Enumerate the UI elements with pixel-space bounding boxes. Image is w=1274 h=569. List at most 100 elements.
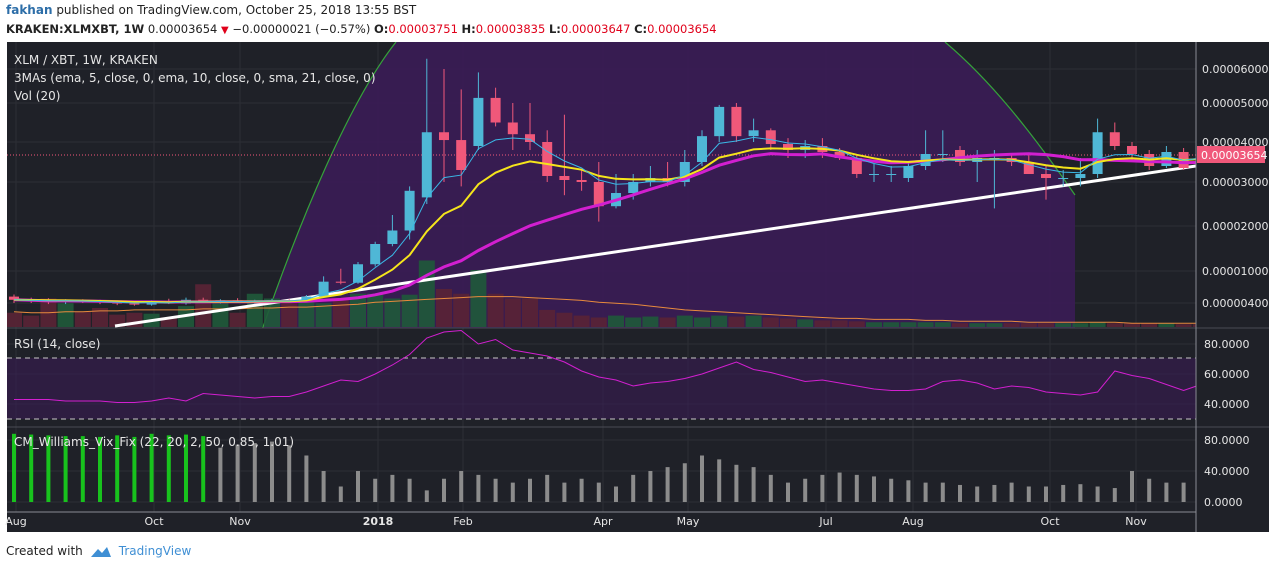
volume-bar [74, 311, 91, 327]
time-tick-label: Oct [1040, 515, 1060, 528]
vix-bar [837, 472, 842, 502]
candle-body [1092, 132, 1103, 174]
candle-body [559, 176, 570, 180]
candle-body [628, 182, 639, 193]
vix-tick-label: 40.0000 [1204, 465, 1250, 478]
vix-bar [287, 445, 292, 502]
vix-bar [459, 471, 464, 502]
candle-body [1023, 162, 1034, 174]
volume-bar [350, 293, 366, 327]
price-pane [7, 42, 1196, 328]
vix-bar [132, 436, 137, 502]
volume-bar [1124, 323, 1140, 327]
price-tick-label: 0.00006000 [1202, 63, 1268, 76]
vix-bar [889, 478, 894, 502]
vix-bar [579, 478, 584, 502]
candle-body [525, 134, 535, 142]
volume-bar [7, 312, 22, 327]
volume-bar [676, 315, 693, 327]
ohlc-header: KRAKEN:XLMXBT, 1W 0.00003654 ▼ −0.000000… [6, 22, 717, 36]
vix-bar [1164, 482, 1169, 502]
rsi-tick-label: 80.0000 [1204, 338, 1250, 351]
vix-bar [700, 455, 704, 502]
volume-bar [92, 308, 108, 327]
left-arc-line [262, 42, 397, 328]
candle-body [129, 303, 140, 305]
volume-bar [401, 294, 418, 327]
volume-bar [1003, 323, 1020, 327]
candle-body [1109, 132, 1120, 146]
candle-body [783, 144, 793, 150]
rsi-tick-label: 60.0000 [1204, 368, 1250, 381]
vix-bar [201, 436, 206, 502]
time-tick-label: Aug [902, 515, 923, 528]
tradingview-brand-link[interactable]: TradingView [118, 544, 192, 558]
close-label: C: [634, 22, 648, 36]
price-tick-label: 0.00004000 [1202, 136, 1268, 149]
vix-bar [1078, 484, 1083, 502]
open-label: O: [374, 22, 389, 36]
vix-bar [304, 455, 309, 502]
candle-body [507, 122, 518, 135]
candle-body [421, 132, 432, 198]
vix-bar [98, 436, 102, 502]
volume-bar [917, 322, 934, 327]
vix-bar [63, 436, 68, 502]
vix-bar [149, 433, 154, 502]
volume-bar [418, 260, 435, 327]
volume-bar [573, 315, 590, 327]
volume-bar [264, 298, 280, 327]
volume-bar [745, 315, 762, 327]
vix-bar [184, 434, 188, 502]
vix-bar [166, 435, 171, 502]
volume-bar [608, 315, 624, 327]
time-tick-label: Aug [5, 515, 26, 528]
vix-bar [648, 471, 653, 502]
candle-body [714, 106, 725, 137]
vix-bar [12, 433, 16, 502]
candle-body [937, 154, 948, 155]
volume-bar [1038, 323, 1054, 327]
volume-bar [814, 320, 831, 327]
vix-bar [424, 490, 429, 502]
vix-bar [80, 436, 85, 502]
price-tick-label: 0.00000400 [1202, 297, 1268, 310]
volume-bar [694, 317, 710, 327]
volume-bar [1072, 323, 1089, 327]
volume-bar [246, 293, 263, 327]
author-name[interactable]: fakhan [6, 3, 53, 17]
volume-bars [7, 260, 1196, 327]
volume-bar [453, 293, 470, 327]
vix-bar [562, 482, 567, 502]
volume-bar [831, 320, 848, 327]
change-value: −0.00000021 (−0.57%) [232, 22, 371, 36]
footer: Created with TradingView [6, 544, 191, 559]
last-price-badge [1197, 146, 1265, 163]
volume-bar [1158, 323, 1175, 327]
candle-body [834, 152, 845, 158]
candle-body [370, 244, 381, 265]
main-chart-title: XLM / XBT, 1W, KRAKEN [14, 53, 158, 67]
candle-body [955, 150, 965, 162]
vix-tick-label: 0.0000 [1204, 496, 1243, 509]
volume-bar [625, 317, 642, 327]
vix-bar [1095, 486, 1100, 502]
volume-bar [866, 322, 882, 327]
volume-bar [298, 298, 315, 327]
vix-bar [614, 486, 618, 502]
volume-bar [883, 322, 900, 327]
vix-bar [717, 459, 722, 502]
volume-bar [436, 289, 452, 327]
vix-tick-label: 80.0000 [1204, 434, 1250, 447]
rsi-line [14, 329, 1196, 403]
publish-info: fakhan published on TradingView.com, Oct… [6, 3, 416, 17]
volume-bar [212, 303, 229, 327]
vix-bar [958, 484, 962, 502]
vix-bar [803, 478, 808, 502]
vix-bar [442, 478, 446, 502]
volume-bar [797, 319, 814, 327]
volume-bar [1020, 323, 1037, 327]
vix-bar [1181, 482, 1186, 502]
created-with-label: Created with [6, 544, 83, 558]
